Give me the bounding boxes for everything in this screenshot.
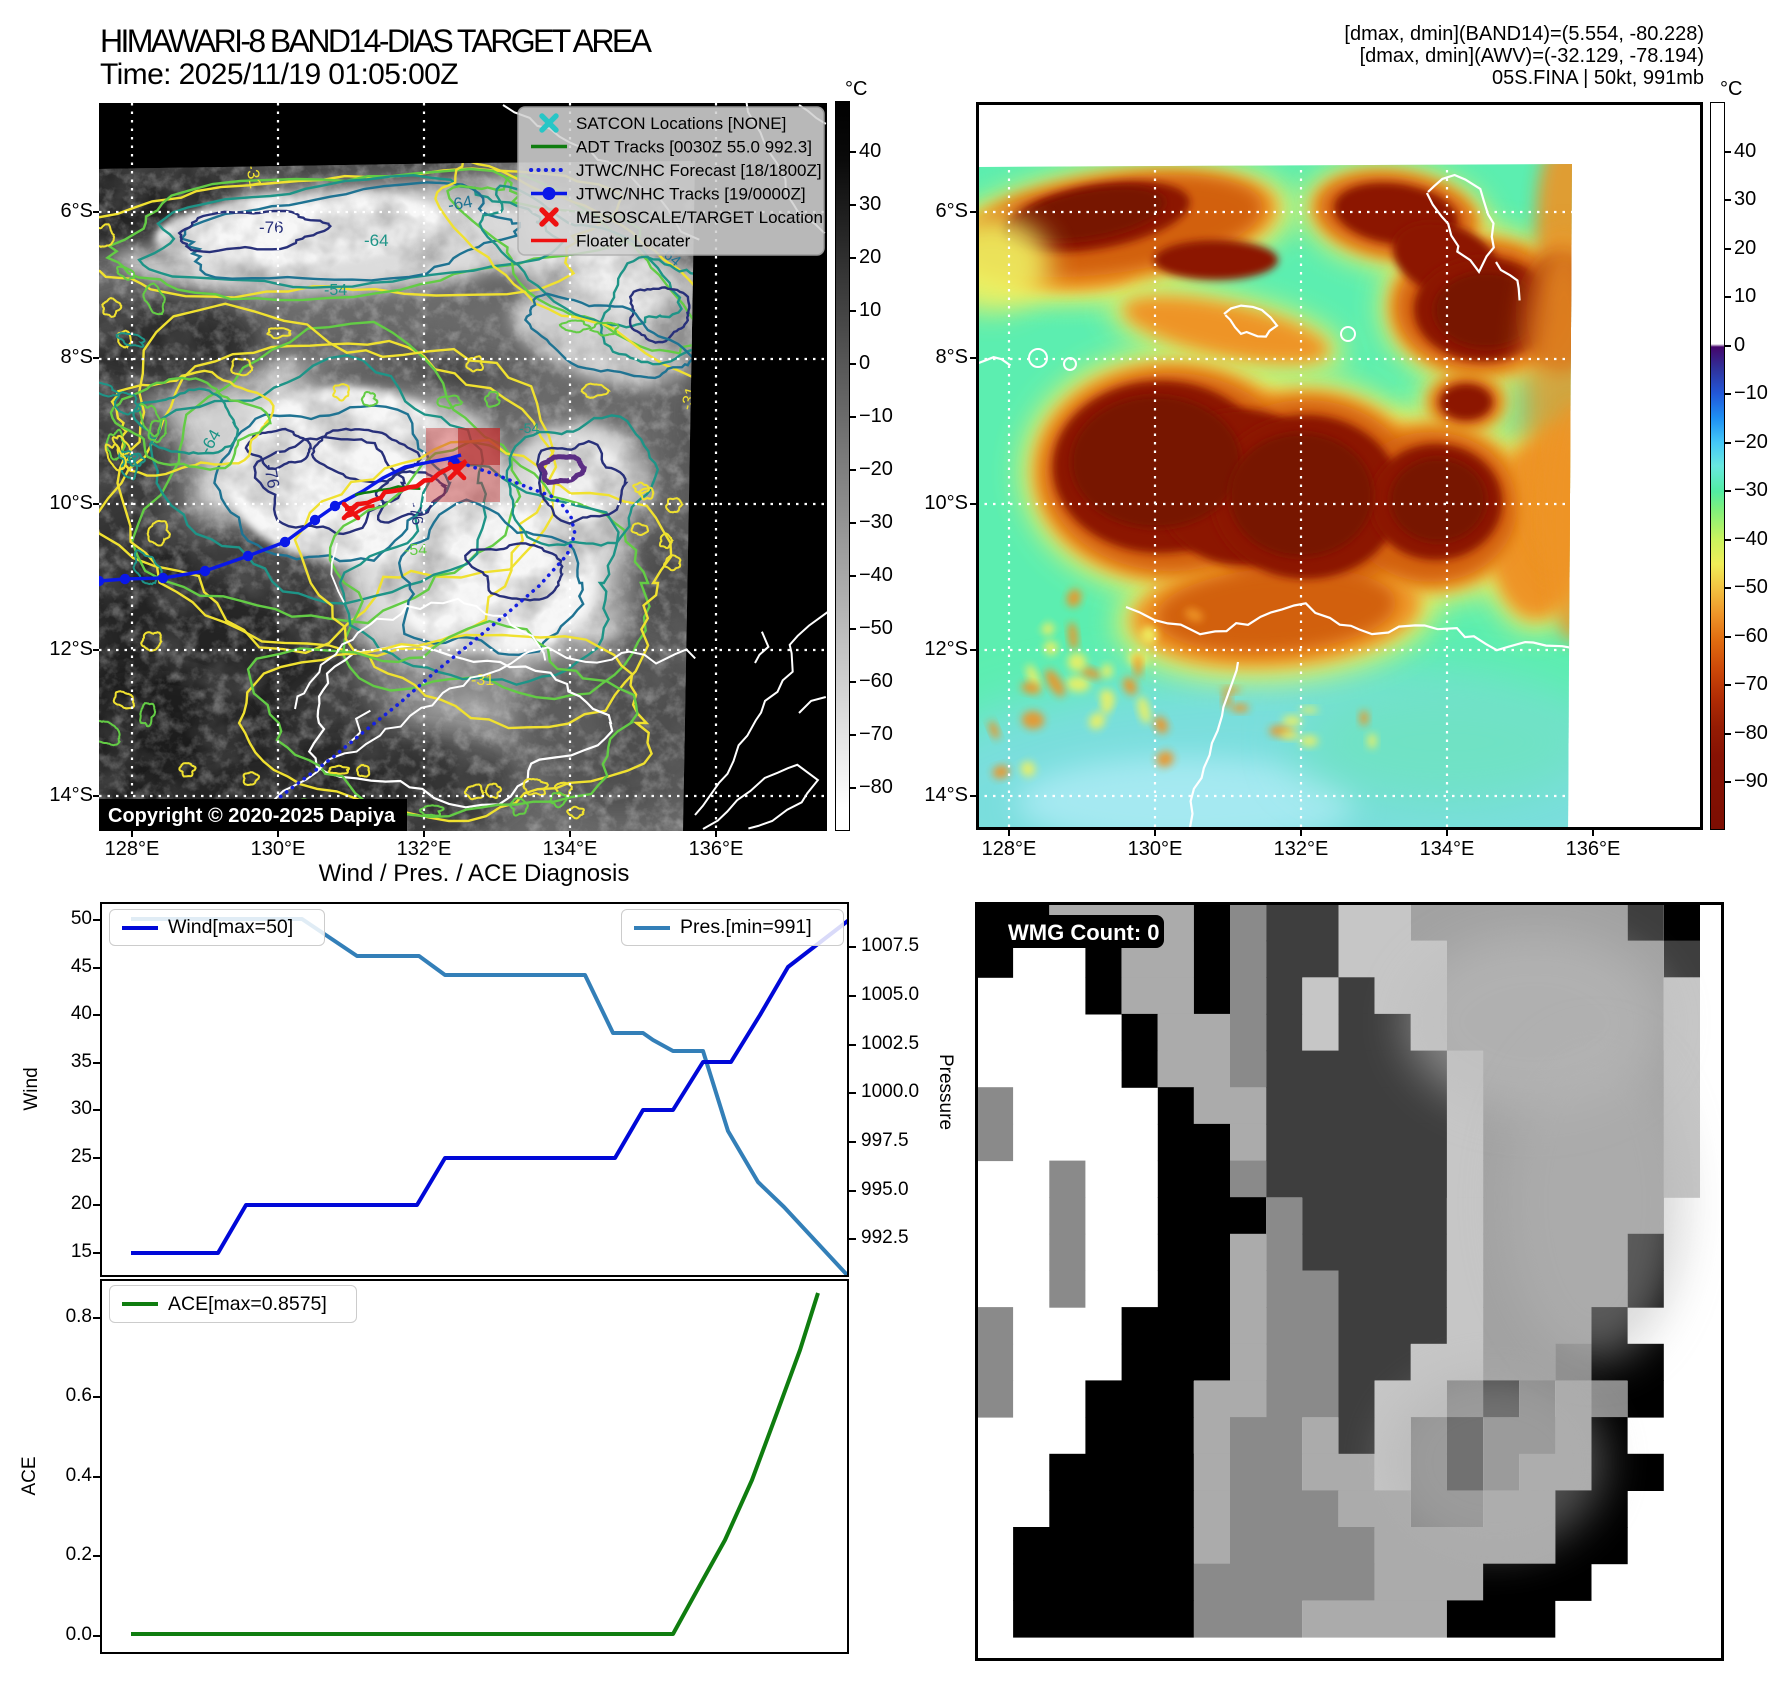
svg-text:-54: -54 [324,282,347,299]
svg-text:-54: -54 [519,420,539,436]
svg-text:Copyright © 2020-2025 Dapiya: Copyright © 2020-2025 Dapiya [108,805,396,827]
svg-text:JTWC/NHC Tracks [19/0000Z]: JTWC/NHC Tracks [19/0000Z] [576,185,806,204]
svg-text:SATCON Locations [NONE]: SATCON Locations [NONE] [576,114,786,133]
svg-text:JTWC/NHC Forecast [18/1800Z]: JTWC/NHC Forecast [18/1800Z] [576,161,822,180]
svg-text:WMG Count: 0: WMG Count: 0 [1008,920,1160,945]
svg-text:ADT Tracks [0030Z 55.0 992.3]: ADT Tracks [0030Z 55.0 992.3] [576,138,812,157]
svg-text:-31: -31 [242,162,265,190]
svg-text:-54: -54 [404,542,427,559]
svg-text:-76: -76 [259,218,284,237]
svg-text:MESOSCALE/TARGET Location: MESOSCALE/TARGET Location [576,208,823,227]
svg-text:-64: -64 [446,192,474,215]
svg-text:-64: -64 [364,231,389,250]
svg-text:Floater Locater: Floater Locater [576,232,691,251]
svg-text:-76: -76 [405,501,426,527]
